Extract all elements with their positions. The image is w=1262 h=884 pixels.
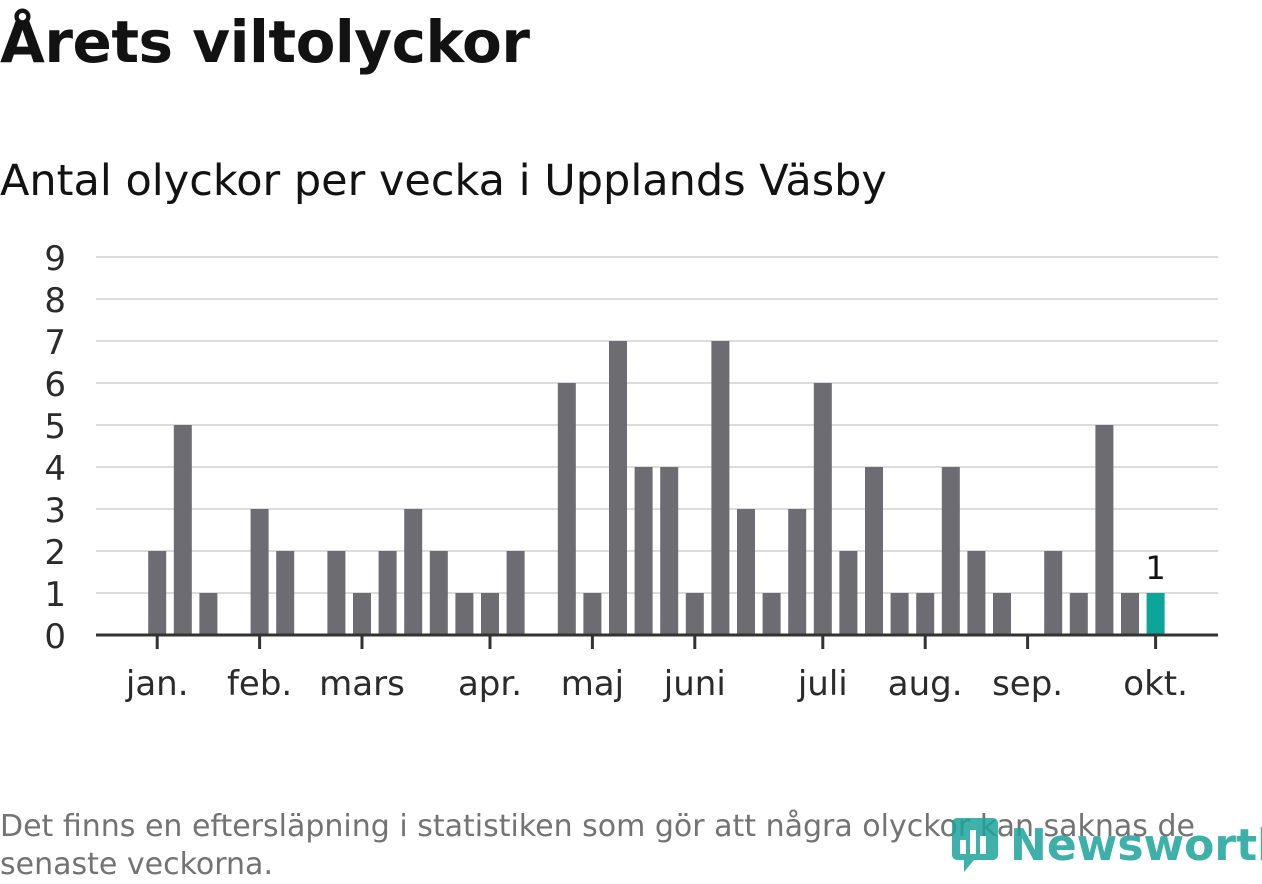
bar	[429, 551, 448, 635]
bar	[404, 509, 423, 635]
y-tick-label: 2	[44, 533, 66, 573]
bar	[250, 509, 269, 635]
bar	[506, 551, 525, 635]
chart-title: Årets viltolyckor	[0, 8, 530, 76]
chart-subtitle: Antal olyckor per vecka i Upplands Väsby	[0, 156, 887, 206]
bar	[481, 593, 499, 635]
bar	[762, 593, 781, 635]
data-labels: 1	[1145, 549, 1165, 587]
bar	[455, 593, 474, 635]
y-tick-label: 8	[44, 281, 66, 321]
y-tick-label: 4	[44, 449, 66, 489]
bar	[583, 593, 602, 635]
bar	[1095, 425, 1114, 635]
bar	[327, 551, 346, 635]
y-tick-label: 9	[44, 239, 66, 279]
bar	[711, 341, 730, 635]
bars	[148, 341, 1165, 635]
y-tick-label: 5	[44, 407, 66, 447]
bar	[276, 551, 295, 635]
bar	[967, 551, 986, 635]
x-tick-label: apr.	[458, 664, 522, 704]
bar	[1044, 551, 1063, 635]
bar	[660, 467, 679, 635]
x-tick-label: feb.	[227, 664, 292, 704]
bar	[378, 551, 397, 635]
y-tick-label: 3	[44, 491, 66, 531]
x-tick-label: juni	[663, 664, 726, 704]
bar	[737, 509, 755, 635]
data-label: 1	[1145, 549, 1165, 587]
bar	[1121, 593, 1139, 635]
bar	[890, 593, 909, 635]
bar	[148, 551, 167, 635]
bar	[173, 425, 192, 635]
bar	[1069, 593, 1088, 635]
bar	[993, 593, 1011, 635]
x-tick-label: okt.	[1123, 664, 1188, 704]
y-tick-label: 6	[44, 365, 66, 405]
bar	[788, 509, 807, 635]
x-tick-label: juli	[797, 664, 848, 704]
x-tick-label: mars	[319, 664, 405, 704]
bar	[557, 383, 576, 635]
bar	[839, 551, 858, 635]
bar	[353, 593, 371, 635]
bar	[1146, 593, 1165, 635]
bar	[199, 593, 218, 635]
y-tick-label: 0	[44, 617, 66, 657]
x-axis-ticks: jan. feb. mars apr. maj juni juli aug. sep. okt.	[125, 635, 1188, 704]
x-tick-label: aug.	[888, 664, 963, 704]
x-tick-label: sep.	[992, 664, 1063, 704]
bar	[634, 467, 653, 635]
bar	[813, 383, 832, 635]
bar	[685, 593, 704, 635]
bar	[865, 467, 883, 635]
newsworthy-logo: Newsworthy	[950, 816, 1262, 874]
logo-text: Newsworthy	[1010, 819, 1262, 871]
y-tick-label: 7	[44, 323, 66, 363]
newsworthy-logo-icon	[952, 818, 998, 872]
y-tick-label: 1	[44, 575, 66, 615]
bar	[941, 467, 960, 635]
bar	[916, 593, 935, 635]
x-tick-label: jan.	[125, 664, 189, 704]
x-tick-label: maj	[561, 664, 624, 704]
bar	[609, 341, 627, 635]
